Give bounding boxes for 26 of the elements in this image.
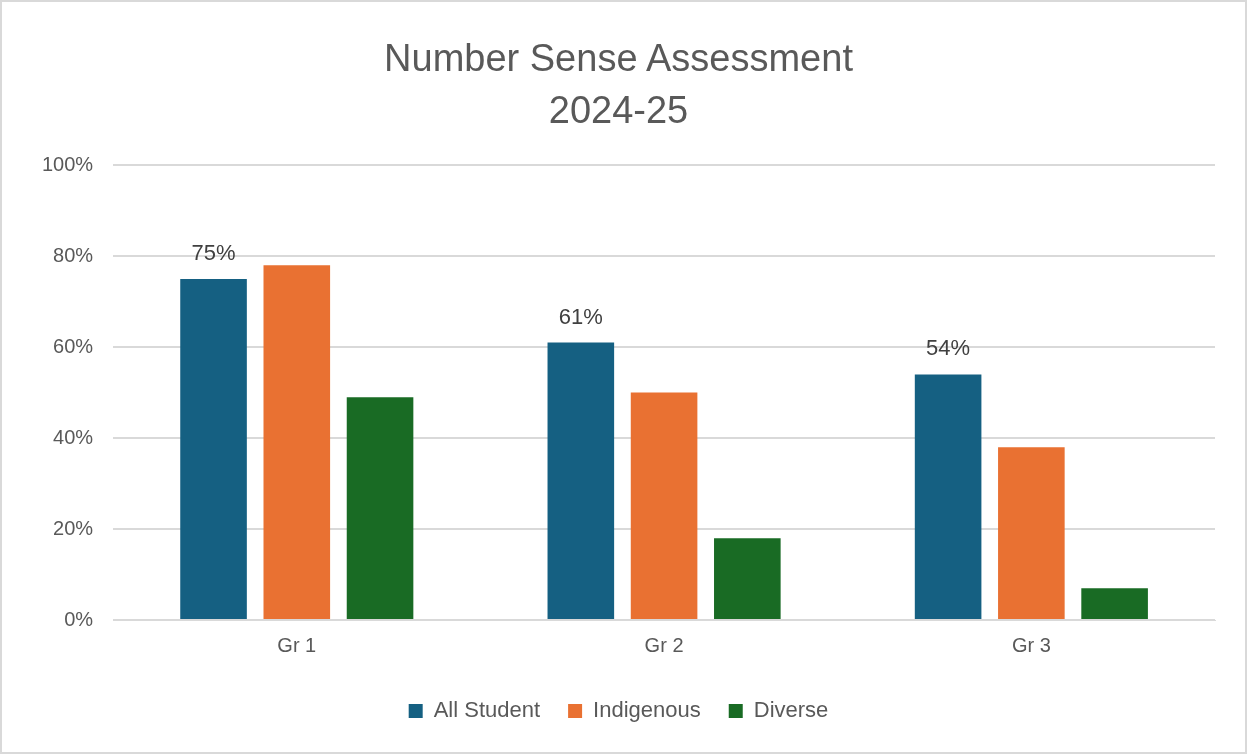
y-tick-label: 80% [53,243,94,266]
bar [180,278,247,619]
y-tick-label: 100% [42,152,94,175]
y-tick-label: 40% [53,425,94,448]
bar [914,374,982,619]
bar [263,265,331,619]
legend-label: Diverse [753,697,829,723]
data-label: 75% [191,239,236,265]
data-label: 61% [558,303,603,329]
bar [1081,588,1148,619]
bar [998,447,1065,619]
x-tick-label: Gr 3 [1011,633,1051,656]
bar [547,342,615,619]
legend-label: All Student [433,697,541,723]
x-tick-label: Gr 2 [644,633,684,656]
bar [630,392,698,619]
bar [346,397,414,619]
chart-subtitle: 2024-25 [548,88,689,131]
chart-title: Number Sense Assessment [384,37,854,80]
y-tick-label: 0% [64,607,94,630]
bar [714,538,781,619]
data-label: 54% [926,335,971,361]
legend-label: Indigenous [593,697,701,723]
x-tick-label: Gr 1 [277,633,317,656]
y-tick-label: 20% [53,516,94,539]
y-tick-label: 60% [53,334,94,357]
